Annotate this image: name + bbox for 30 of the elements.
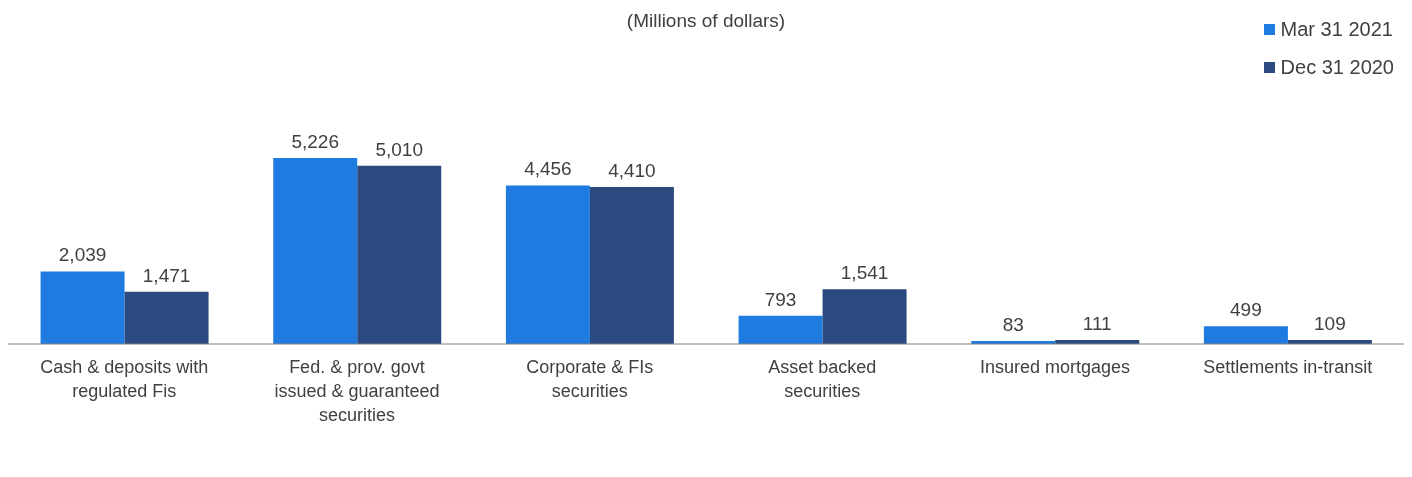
data-label: 4,410 <box>608 160 656 182</box>
x-tick-label: Insured mortgages <box>979 356 1131 377</box>
data-label: 109 <box>1314 313 1346 335</box>
bar <box>738 315 823 344</box>
data-label: 4,456 <box>524 158 572 180</box>
data-label: 793 <box>764 288 797 310</box>
bar <box>505 185 590 344</box>
bar <box>822 289 907 344</box>
data-label: 111 <box>1082 313 1112 335</box>
bar <box>273 158 358 344</box>
chart-subtitle: (Millions of dollars) <box>626 10 786 31</box>
bar <box>1203 326 1288 344</box>
data-label: 1,471 <box>142 264 191 286</box>
bar <box>357 165 442 344</box>
bar <box>40 271 125 344</box>
x-tick-label: Corporate & FIs securities <box>526 356 654 401</box>
x-tick-label: Settlements in-transit <box>1203 356 1373 377</box>
legend-label: Dec 31 2020 <box>1279 54 1394 80</box>
data-label: 83 <box>1002 314 1024 336</box>
x-tick-label: Fed. & prov. govt issued & guaranteed securities <box>274 356 440 425</box>
data-label: 5,226 <box>291 131 340 152</box>
data-label: 2,039 <box>58 244 107 266</box>
data-label: 499 <box>1230 299 1262 321</box>
bar <box>124 291 209 344</box>
data-label: 1,541 <box>840 262 889 284</box>
data-label: 5,010 <box>375 138 424 160</box>
x-tick-label: Asset backed securities <box>768 356 877 401</box>
x-tick-label: Cash & deposits with regulated Fis <box>40 356 209 401</box>
bar <box>589 187 674 344</box>
legend-label: Mar 31 2021 <box>1279 16 1394 42</box>
